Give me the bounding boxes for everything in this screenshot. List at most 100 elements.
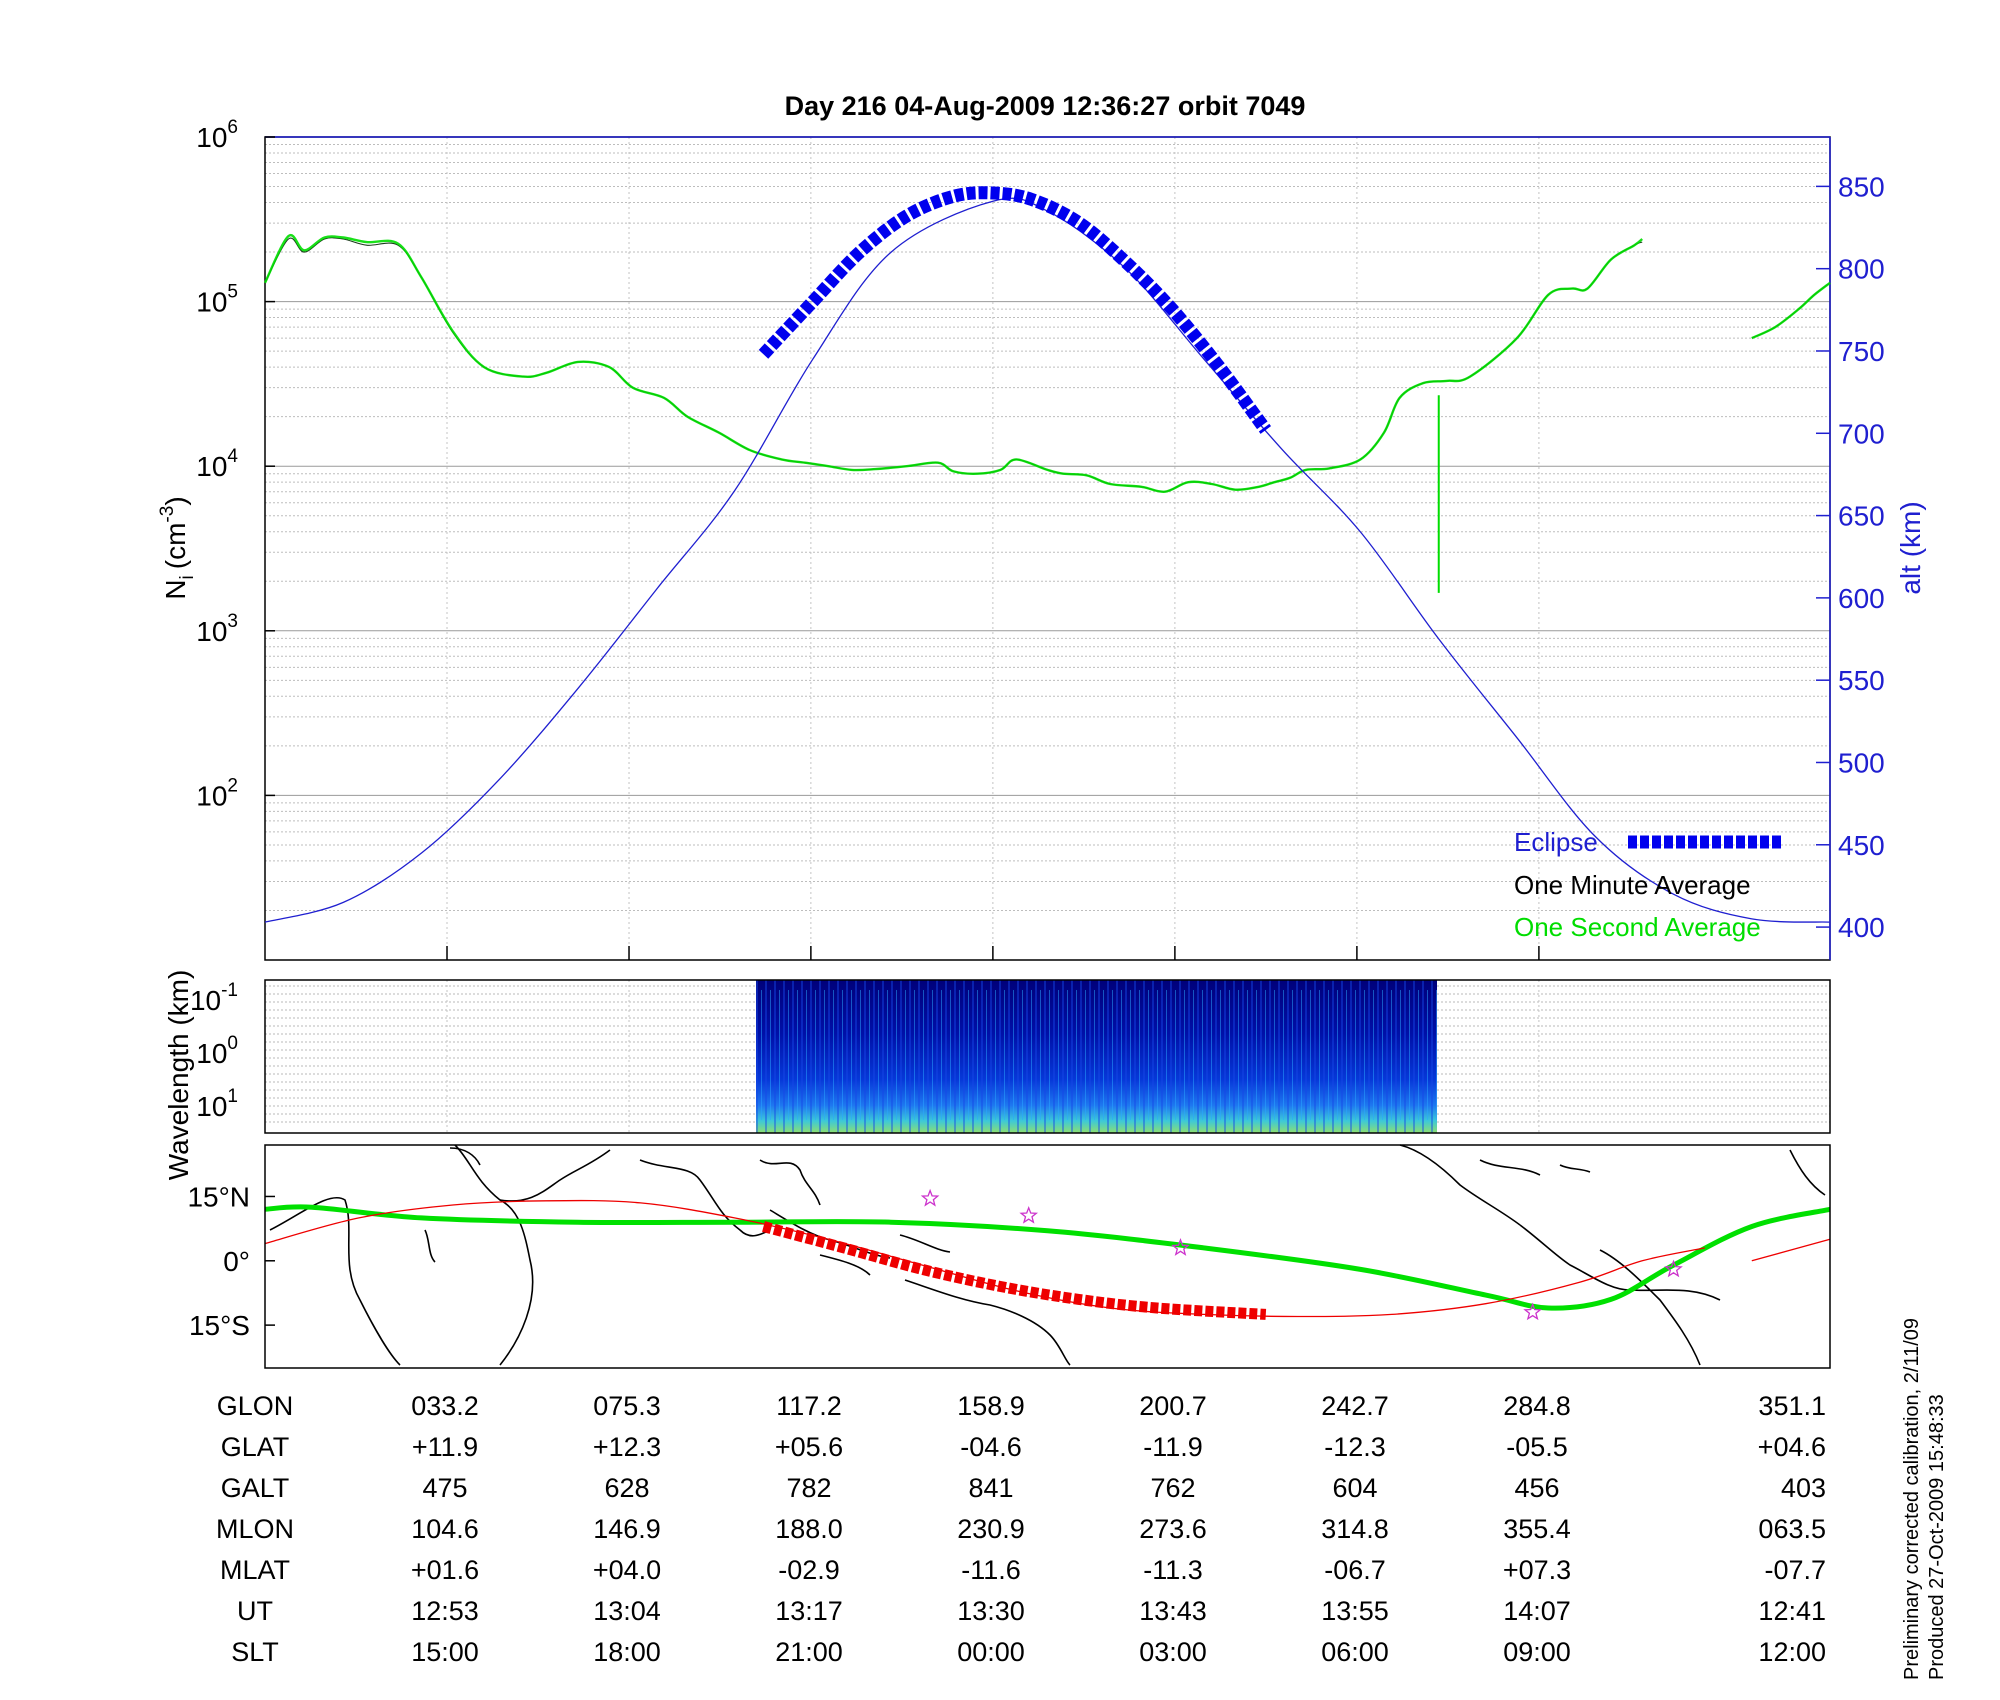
- table-cell: 00:00: [957, 1637, 1025, 1667]
- table-cell: 09:00: [1503, 1637, 1571, 1667]
- alt-tick-label: 500: [1838, 747, 1885, 778]
- lat-tick-label: 15°S: [189, 1310, 250, 1341]
- table-row-label: GLON: [217, 1391, 294, 1421]
- table-cell: 628: [604, 1473, 649, 1503]
- y-tick-exp: 4: [227, 446, 238, 467]
- lat-tick-label: 15°N: [187, 1181, 250, 1212]
- eclipse-footprint: [762, 1221, 1267, 1320]
- orbit-table: GLON 033.2 075.3 117.2 158.9 200.7 242.7 284.8 3…: [216, 1391, 1826, 1667]
- y-tick-label: 106: [196, 117, 238, 153]
- side-note-line-1: Preliminary corrected calibration, 2/11/…: [1901, 1318, 1923, 1680]
- spec-tick-label: 101: [196, 1086, 238, 1122]
- table-cell: 188.0: [775, 1514, 843, 1544]
- table-cell: +01.6: [411, 1555, 479, 1585]
- alt-tick-label: 700: [1838, 418, 1885, 449]
- spec-tick-exp: -1: [221, 980, 238, 1001]
- table-cell: 12:41: [1758, 1596, 1826, 1626]
- y-tick-base: 10: [196, 616, 227, 647]
- y-tick-label: 105: [196, 282, 238, 318]
- table-cell: 18:00: [593, 1637, 661, 1667]
- table-cell: +11.9: [412, 1432, 478, 1462]
- map-panel: 15°N 0° 15°S: [187, 1144, 1831, 1369]
- ylabel-unit: (cm: [160, 523, 191, 570]
- star-icon: [920, 1188, 940, 1207]
- table-cell: 033.2: [411, 1391, 479, 1421]
- table-cell: 158.9: [957, 1391, 1025, 1421]
- table-cell: 13:55: [1321, 1596, 1389, 1626]
- ylabel-sub: i: [177, 575, 198, 579]
- map-series: [264, 1188, 1831, 1321]
- spectrogram-y-label: Wavelength (km): [163, 970, 194, 1181]
- alt-tick-label: 850: [1838, 171, 1885, 202]
- y-tick-base: 10: [196, 780, 227, 811]
- table-cell: 273.6: [1139, 1514, 1207, 1544]
- star-icon: [1664, 1259, 1683, 1278]
- spectrogram-texture: [756, 980, 1437, 1133]
- y-tick-label: 103: [196, 611, 238, 647]
- legend-second: One Second Average: [1514, 912, 1761, 942]
- ylabel-exp: -3: [157, 506, 178, 523]
- alt-tick-label: 650: [1838, 501, 1885, 532]
- table-cell: 13:17: [775, 1596, 843, 1626]
- y-tick-label: 104: [196, 446, 238, 482]
- table-cell: +05.6: [775, 1432, 843, 1462]
- table-cell: 06:00: [1321, 1637, 1389, 1667]
- table-cell: 782: [786, 1473, 831, 1503]
- map-y-ticks: 15°N 0° 15°S: [187, 1181, 275, 1341]
- table-cell: -06.7: [1324, 1555, 1386, 1585]
- second-avg-line: [1751, 281, 1831, 340]
- table-cell: 200.7: [1139, 1391, 1207, 1421]
- legend: Eclipse One Minute Average One Second Av…: [1514, 827, 1782, 942]
- table-cell: 403: [1781, 1473, 1826, 1503]
- table-cell: -11.9: [1143, 1432, 1203, 1462]
- table-cell: -12.3: [1324, 1432, 1386, 1462]
- minute-avg-line: [264, 237, 1643, 493]
- table-cell: 314.8: [1321, 1514, 1389, 1544]
- table-row-label: MLAT: [220, 1555, 290, 1585]
- table-row-label: GALT: [221, 1473, 290, 1503]
- density-grid: [265, 137, 1830, 961]
- y-tick-base: 10: [196, 122, 227, 153]
- table-cell: 13:43: [1139, 1596, 1207, 1626]
- table-row-label: MLON: [216, 1514, 294, 1544]
- green-track: [264, 1204, 1831, 1311]
- lat-tick-label: 0°: [223, 1246, 250, 1277]
- alt-y-label: alt (km): [1895, 501, 1926, 594]
- legend-minute: One Minute Average: [1514, 870, 1751, 900]
- table-row-label: GLAT: [221, 1432, 290, 1462]
- table-cell: 284.8: [1503, 1391, 1571, 1421]
- spec-tick-base: 10: [196, 1091, 227, 1122]
- star-icon: [1523, 1302, 1543, 1321]
- alt-tick-label: 550: [1838, 665, 1885, 696]
- spec-tick-base: 10: [196, 1038, 227, 1069]
- table-row-label: UT: [237, 1596, 273, 1626]
- table-cell: 456: [1514, 1473, 1559, 1503]
- table-row-label: SLT: [231, 1637, 279, 1667]
- table-cell: 146.9: [593, 1514, 661, 1544]
- table-cell: 12:53: [411, 1596, 479, 1626]
- table-cell: -07.7: [1764, 1555, 1826, 1585]
- y-tick-label: 102: [196, 775, 238, 811]
- table-cell: -11.3: [1143, 1555, 1203, 1585]
- table-cell: 063.5: [1758, 1514, 1826, 1544]
- table-cell: 242.7: [1321, 1391, 1389, 1421]
- y-tick-exp: 5: [227, 282, 238, 303]
- eclipse-line: [758, 186, 1272, 434]
- table-cell: -11.6: [961, 1555, 1021, 1585]
- table-cell: 03:00: [1139, 1637, 1207, 1667]
- table-cell: -02.9: [778, 1555, 840, 1585]
- alt-tick-label: 450: [1838, 830, 1885, 861]
- second-avg-line: [263, 233, 1643, 493]
- y-tick-exp: 3: [227, 611, 238, 632]
- spec-tick-base: 10: [190, 985, 221, 1016]
- spec-tick-exp: 0: [227, 1033, 238, 1054]
- table-cell: 117.2: [776, 1391, 842, 1421]
- table-cell: +12.3: [593, 1432, 661, 1462]
- spec-tick-label: 100: [196, 1033, 238, 1069]
- table-cell: 15:00: [411, 1637, 479, 1667]
- alt-tick-label: 750: [1838, 336, 1885, 367]
- spectrogram-grid: [265, 980, 1830, 1133]
